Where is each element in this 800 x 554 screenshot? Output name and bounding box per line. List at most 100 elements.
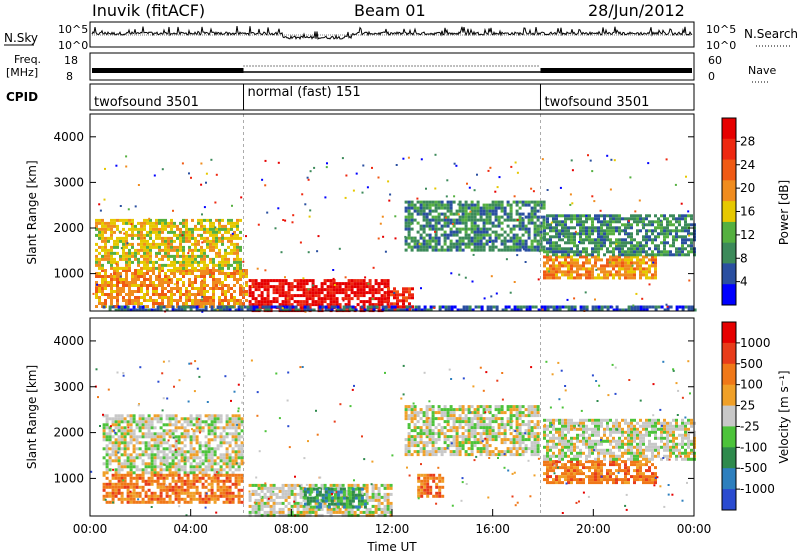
data-cell [179,266,182,270]
noise-point [264,159,267,162]
data-cell [315,493,319,497]
data-cell [171,471,175,475]
data-cell [306,490,310,494]
data-cell [609,305,613,309]
data-cell [491,248,495,252]
data-cell [627,255,630,259]
data-cell [155,299,158,302]
data-cell [177,473,181,477]
data-cell [299,510,303,514]
data-cell [386,504,390,508]
data-cell [234,453,238,457]
data-cell [341,288,345,292]
data-cell [260,489,264,493]
data-cell [366,305,370,309]
data-cell [434,248,438,252]
data-cell [120,417,124,421]
data-cell [128,242,131,246]
data-cell [210,447,214,451]
noise-point [444,216,447,219]
data-cell [609,273,612,277]
data-cell [458,218,462,222]
data-cell [377,303,381,307]
data-cell [681,226,684,230]
data-cell [150,438,154,442]
data-cell [470,215,474,219]
data-cell [356,294,360,298]
data-cell [564,226,567,230]
data-cell [305,513,309,517]
data-cell [570,308,574,312]
data-cell [101,287,104,290]
data-cell [180,497,184,501]
data-cell [603,270,606,274]
data-cell [122,269,125,272]
data-cell [174,491,178,495]
data-cell [239,236,242,240]
data-cell [183,473,187,477]
data-cell [372,305,376,309]
data-cell [627,258,630,262]
data-cell [591,223,594,227]
data-cell [657,250,660,254]
noise-point [274,227,277,230]
data-cell [95,305,98,308]
data-cell [174,450,178,454]
data-cell [353,294,357,298]
data-cell [348,305,352,309]
data-cell [203,272,206,275]
data-cell [108,485,112,489]
data-cell [407,408,411,412]
data-cell [333,496,337,500]
nsky-line [91,26,693,41]
data-cell [464,224,468,228]
data-cell [101,239,104,243]
data-cell [446,248,450,252]
data-cell [296,282,300,286]
data-cell [654,214,657,218]
data-cell [233,284,236,287]
noise-point [256,267,259,270]
data-cell [143,233,146,237]
data-cell [164,296,167,299]
data-cell [458,206,462,210]
data-cell [183,482,187,486]
data-cell [209,299,212,302]
data-cell [227,272,230,275]
data-cell [161,227,164,231]
data-cell [176,269,179,272]
data-cell [260,300,264,304]
data-cell [189,465,193,469]
data-cell [128,284,131,287]
data-cell [120,476,124,480]
data-cell [197,233,200,237]
data-cell [425,242,429,246]
data-cell [123,308,127,312]
data-cell [204,471,208,475]
noise-point [200,162,203,165]
data-cell [224,230,227,234]
data-cell [111,482,115,486]
data-cell [348,490,352,494]
data-cell [98,251,101,255]
data-cell [600,270,603,274]
data-cell [174,308,178,312]
data-cell [173,245,176,249]
data-cell [248,279,252,283]
data-cell [609,238,612,242]
data-cell [290,510,294,514]
data-cell [135,476,139,480]
data-cell [327,308,331,312]
data-cell [464,245,468,249]
data-cell [681,253,684,257]
data-cell [639,217,642,221]
data-cell [200,245,203,249]
data-cell [362,483,366,487]
data-cell [627,241,630,245]
data-cell [351,496,355,500]
data-cell [419,248,423,252]
data-cell [210,308,214,312]
data-cell [497,248,501,252]
data-cell [215,281,218,284]
data-cell [186,476,190,480]
